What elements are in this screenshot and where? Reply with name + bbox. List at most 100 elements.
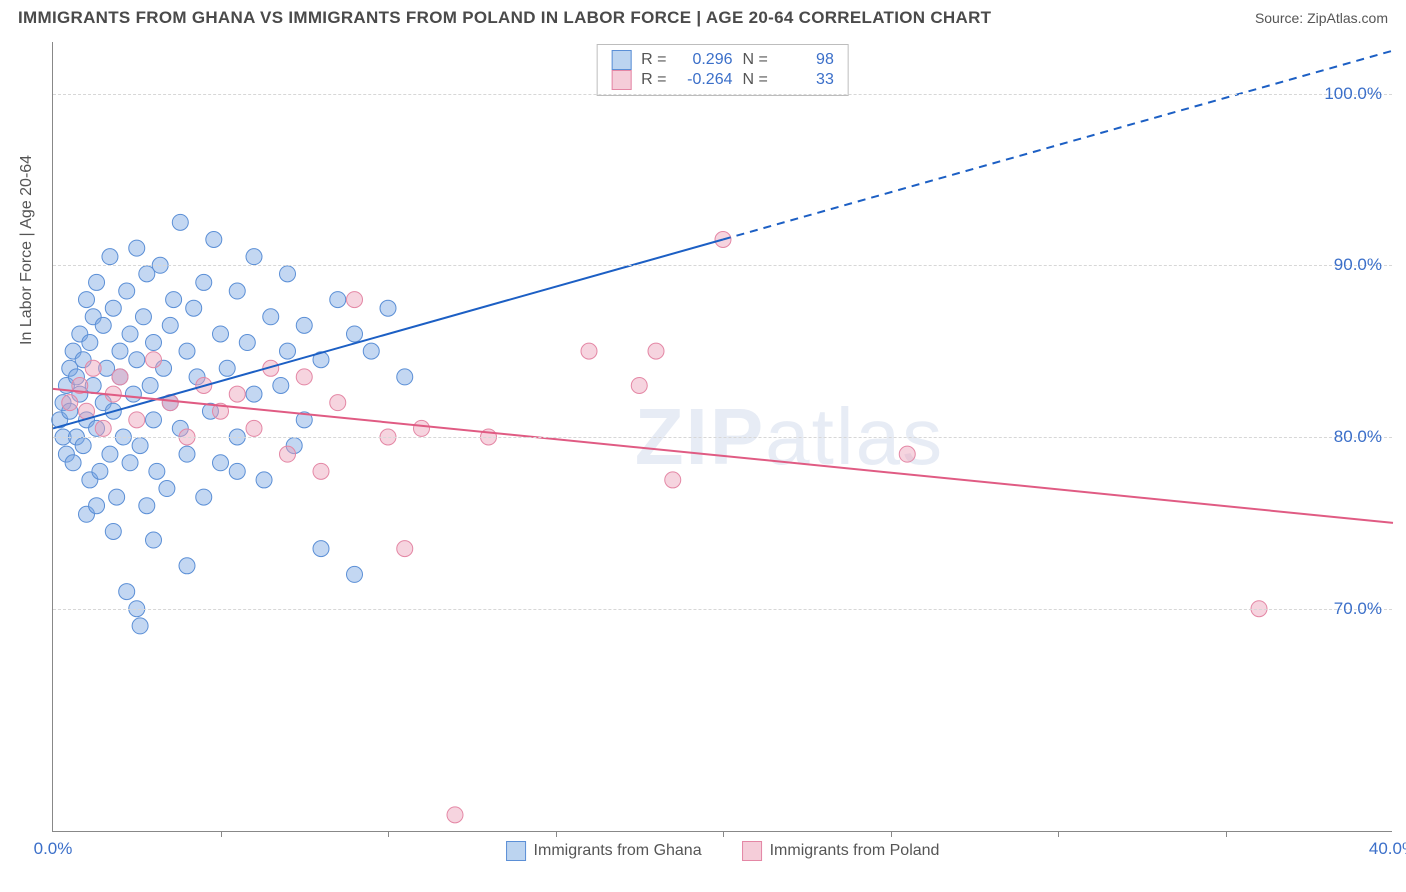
scatter-point <box>89 498 105 514</box>
scatter-point <box>229 386 245 402</box>
x-tick-label: 40.0% <box>1369 839 1406 859</box>
x-tick-mark <box>556 831 557 837</box>
scatter-point <box>146 352 162 368</box>
scatter-point <box>65 455 81 471</box>
scatter-point <box>206 232 222 248</box>
legend-item-ghana: Immigrants from Ghana <box>506 841 702 861</box>
scatter-point <box>665 472 681 488</box>
scatter-point <box>179 343 195 359</box>
scatter-point <box>82 335 98 351</box>
n-value: 98 <box>778 51 834 69</box>
x-tick-mark <box>891 831 892 837</box>
scatter-point <box>246 386 262 402</box>
gridline <box>53 437 1392 438</box>
scatter-point <box>648 343 664 359</box>
scatter-point <box>414 420 430 436</box>
scatter-point <box>75 438 91 454</box>
scatter-point <box>229 463 245 479</box>
scatter-point <box>172 214 188 230</box>
scatter-point <box>280 343 296 359</box>
n-value: 33 <box>778 71 834 89</box>
scatter-point <box>196 489 212 505</box>
scatter-point <box>162 317 178 333</box>
r-value: -0.264 <box>677 71 733 89</box>
legend-swatch-ghana <box>611 50 631 70</box>
scatter-point <box>146 532 162 548</box>
scatter-point <box>263 309 279 325</box>
legend-stats-row-poland: R = -0.264 N = 33 <box>611 70 834 90</box>
scatter-point <box>119 283 135 299</box>
scatter-point <box>112 369 128 385</box>
scatter-point <box>139 498 155 514</box>
scatter-point <box>132 618 148 634</box>
n-label: N = <box>743 71 768 89</box>
scatter-point <box>132 438 148 454</box>
legend-stats: R = 0.296 N = 98 R = -0.264 N = 33 <box>596 44 849 96</box>
scatter-point <box>122 455 138 471</box>
y-tick-label: 80.0% <box>1334 427 1382 447</box>
scatter-point <box>296 369 312 385</box>
y-tick-label: 70.0% <box>1334 599 1382 619</box>
x-tick-mark <box>1058 831 1059 837</box>
scatter-point <box>125 386 141 402</box>
scatter-point <box>79 292 95 308</box>
scatter-point <box>122 326 138 342</box>
scatter-point <box>119 584 135 600</box>
scatter-point <box>363 343 379 359</box>
legend-swatch-poland <box>611 70 631 90</box>
scatter-point <box>256 472 272 488</box>
scatter-point <box>105 523 121 539</box>
scatter-point <box>196 274 212 290</box>
scatter-point <box>85 360 101 376</box>
scatter-point <box>62 395 78 411</box>
scatter-point <box>146 335 162 351</box>
scatter-point <box>347 566 363 582</box>
scatter-point <box>347 326 363 342</box>
y-tick-label: 100.0% <box>1324 84 1382 104</box>
scatter-point <box>213 326 229 342</box>
scatter-point <box>129 412 145 428</box>
scatter-point <box>112 343 128 359</box>
scatter-point <box>273 377 289 393</box>
scatter-point <box>899 446 915 462</box>
scatter-point <box>166 292 182 308</box>
scatter-point <box>280 446 296 462</box>
gridline <box>53 265 1392 266</box>
scatter-point <box>581 343 597 359</box>
scatter-point <box>159 481 175 497</box>
legend-label: Immigrants from Ghana <box>534 842 702 860</box>
scatter-point <box>142 377 158 393</box>
scatter-point <box>89 274 105 290</box>
r-label: R = <box>641 71 666 89</box>
scatter-point <box>280 266 296 282</box>
scatter-point <box>330 395 346 411</box>
scatter-point <box>95 317 111 333</box>
scatter-point <box>296 317 312 333</box>
chart-title: IMMIGRANTS FROM GHANA VS IMMIGRANTS FROM… <box>18 8 991 28</box>
scatter-point <box>313 463 329 479</box>
scatter-point <box>95 420 111 436</box>
gridline <box>53 609 1392 610</box>
scatter-point <box>246 249 262 265</box>
legend-series: Immigrants from Ghana Immigrants from Po… <box>506 841 940 861</box>
x-tick-label: 0.0% <box>34 839 73 859</box>
scatter-point <box>229 283 245 299</box>
scatter-point <box>109 489 125 505</box>
scatter-point <box>213 455 229 471</box>
legend-stats-row-ghana: R = 0.296 N = 98 <box>611 50 834 70</box>
scatter-point <box>239 335 255 351</box>
scatter-point <box>129 240 145 256</box>
chart-plot-area: ZIPatlas R = 0.296 N = 98 R = -0.264 N =… <box>52 42 1392 832</box>
x-tick-mark <box>723 831 724 837</box>
scatter-point <box>397 369 413 385</box>
scatter-point <box>380 300 396 316</box>
legend-swatch-poland <box>742 841 762 861</box>
scatter-point <box>149 463 165 479</box>
scatter-point <box>246 420 262 436</box>
gridline <box>53 94 1392 95</box>
scatter-point <box>631 377 647 393</box>
scatter-point <box>102 446 118 462</box>
legend-label: Immigrants from Poland <box>770 842 940 860</box>
y-tick-label: 90.0% <box>1334 255 1382 275</box>
scatter-point <box>313 541 329 557</box>
